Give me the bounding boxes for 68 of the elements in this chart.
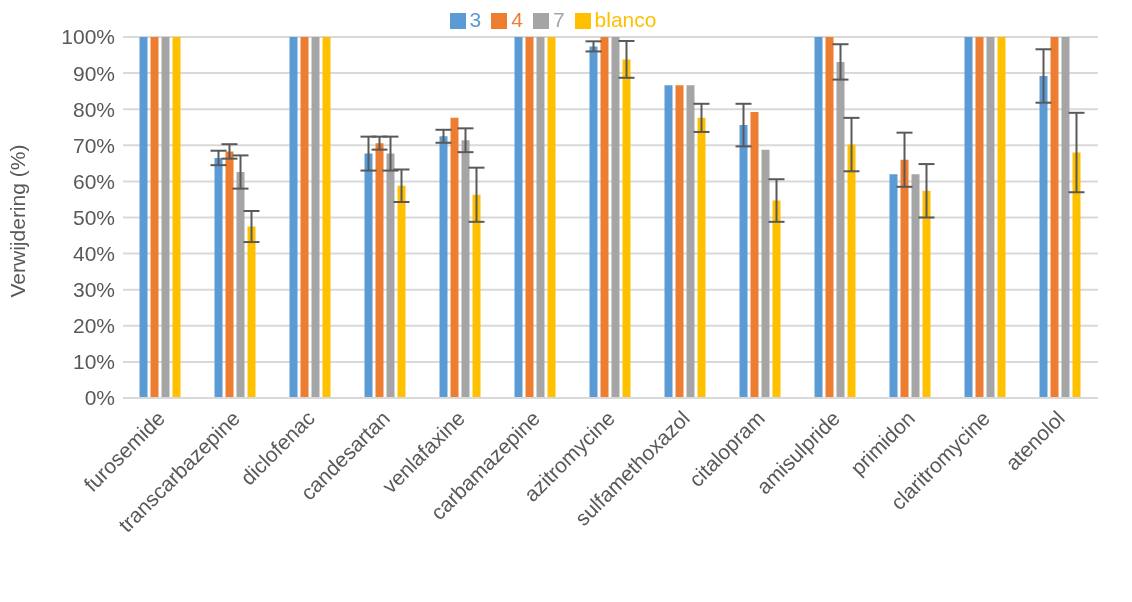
y-tick-label: 70% bbox=[72, 133, 115, 157]
y-tick-label: 80% bbox=[72, 97, 115, 121]
legend-label: 7 bbox=[552, 8, 565, 31]
y-tick-label: 60% bbox=[72, 169, 115, 193]
bar bbox=[997, 37, 1006, 398]
bar bbox=[311, 37, 320, 398]
bar bbox=[622, 59, 631, 398]
bar bbox=[975, 37, 984, 398]
bar bbox=[397, 185, 406, 398]
legend-label: blanco bbox=[594, 8, 657, 31]
bar bbox=[761, 149, 770, 398]
bar bbox=[236, 172, 245, 398]
bar bbox=[1072, 152, 1081, 398]
bar bbox=[814, 37, 823, 398]
bar bbox=[472, 194, 481, 398]
y-tick-label: 10% bbox=[72, 350, 115, 374]
y-axis-title: Verwijdering (%) bbox=[6, 144, 30, 298]
bar bbox=[514, 37, 523, 398]
bar bbox=[289, 37, 298, 398]
bar bbox=[697, 117, 706, 398]
bar bbox=[739, 125, 748, 398]
bar bbox=[172, 37, 181, 398]
bar bbox=[161, 37, 170, 398]
bar bbox=[900, 159, 909, 398]
y-tick-label: 100% bbox=[61, 25, 115, 49]
bar bbox=[825, 37, 834, 398]
bar bbox=[139, 37, 148, 398]
bar bbox=[375, 143, 384, 398]
bar bbox=[439, 136, 448, 398]
bar bbox=[836, 61, 845, 398]
bar bbox=[386, 153, 395, 398]
bar bbox=[214, 157, 223, 398]
y-tick-label: 20% bbox=[72, 314, 115, 338]
bar bbox=[300, 37, 309, 398]
bar bbox=[750, 112, 759, 398]
bar bbox=[364, 153, 373, 398]
bar bbox=[450, 117, 459, 398]
bar bbox=[1061, 37, 1070, 398]
bar bbox=[611, 37, 620, 398]
bar bbox=[964, 37, 973, 398]
y-tick-label: 40% bbox=[72, 242, 115, 266]
y-tick-label: 50% bbox=[72, 205, 115, 229]
bar bbox=[986, 37, 995, 398]
bar bbox=[1050, 37, 1059, 398]
bar bbox=[461, 140, 470, 398]
bar bbox=[547, 37, 556, 398]
bar bbox=[589, 46, 598, 398]
bar bbox=[322, 37, 331, 398]
bar bbox=[525, 37, 534, 398]
y-tick-label: 0% bbox=[84, 386, 115, 410]
bar bbox=[600, 37, 609, 398]
bar bbox=[225, 151, 234, 398]
bar bbox=[675, 85, 684, 398]
bar bbox=[922, 190, 931, 398]
bar bbox=[889, 174, 898, 398]
y-tick-label: 90% bbox=[72, 61, 115, 85]
bar bbox=[150, 37, 159, 398]
y-tick-label: 30% bbox=[72, 278, 115, 302]
bar bbox=[664, 85, 673, 398]
bar bbox=[847, 144, 856, 398]
bar bbox=[1039, 75, 1048, 398]
legend-label: 4 bbox=[511, 8, 523, 31]
bar bbox=[686, 85, 695, 398]
bar bbox=[911, 174, 920, 398]
legend-label: 3 bbox=[469, 8, 482, 31]
bar bbox=[536, 37, 545, 398]
bar bbox=[772, 200, 781, 398]
bar bbox=[247, 226, 256, 398]
